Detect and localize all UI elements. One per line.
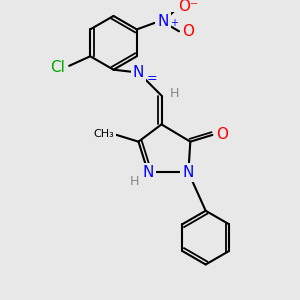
Text: N: N xyxy=(142,165,154,180)
Text: O⁻: O⁻ xyxy=(178,0,199,14)
Text: =: = xyxy=(146,72,157,85)
Text: +: + xyxy=(170,18,178,28)
Text: O: O xyxy=(183,24,195,39)
Text: H: H xyxy=(169,87,179,100)
Text: N: N xyxy=(183,165,194,180)
Text: CH₃: CH₃ xyxy=(94,129,114,139)
Text: H: H xyxy=(130,176,139,188)
Text: N: N xyxy=(157,14,168,29)
Text: O: O xyxy=(216,128,228,142)
Text: N: N xyxy=(133,65,144,80)
Text: Cl: Cl xyxy=(50,60,65,75)
